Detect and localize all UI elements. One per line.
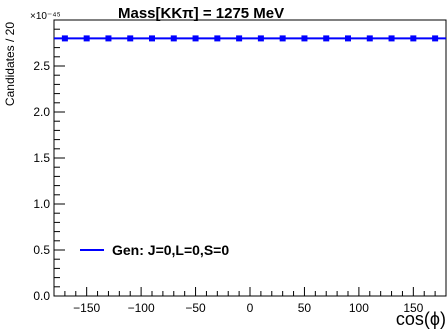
x-axis-ticks: −150 −100 −50 0 50 100 150	[64, 287, 436, 315]
y-tick-label: 1.5	[33, 151, 50, 165]
x-tick-label: −100	[128, 301, 155, 315]
data-point	[323, 35, 330, 42]
x-tick-label: 0	[247, 301, 254, 315]
y-tick-label: 0.0	[33, 289, 50, 303]
data-point	[410, 35, 417, 42]
y-tick-label: 2.0	[33, 105, 50, 119]
y-tick-label: 1.0	[33, 197, 50, 211]
data-point	[149, 35, 155, 42]
y-tick-label: 0.5	[33, 243, 50, 257]
data-point	[279, 35, 286, 42]
data-point	[83, 35, 90, 42]
legend-label: Gen: J=0,L=0,S=0	[112, 242, 229, 258]
y-tick-label: 2.5	[33, 59, 50, 73]
x-tick-label: 100	[349, 301, 369, 315]
x-tick-label: −50	[185, 301, 206, 315]
x-tick-label: 150	[403, 301, 423, 315]
data-point	[170, 35, 177, 42]
x-axis-label: cos(ϕ)	[396, 309, 446, 329]
data-point	[61, 35, 68, 42]
x-tick-label: 50	[298, 301, 312, 315]
x-tick-label: −150	[73, 301, 100, 315]
data-point	[127, 35, 134, 42]
data-point	[214, 35, 221, 42]
legend: Gen: J=0,L=0,S=0	[80, 242, 229, 258]
data-point	[192, 35, 199, 42]
chart-title: Mass[KKπ] = 1275 MeV	[118, 5, 284, 22]
data-point	[366, 35, 373, 42]
data-point	[257, 35, 264, 42]
y-axis-ticks: 0.0 0.5 1.0 1.5 2.0 2.5	[33, 19, 65, 303]
series-layer	[54, 35, 446, 42]
data-point	[388, 35, 395, 42]
data-point	[301, 35, 308, 42]
data-point	[236, 35, 243, 42]
y-axis-label: Candidates / 20	[3, 22, 17, 106]
y-exponent-label: ×10⁻⁴⁵	[30, 11, 61, 22]
data-point	[105, 35, 112, 42]
data-point	[432, 35, 439, 42]
data-point	[345, 35, 351, 42]
